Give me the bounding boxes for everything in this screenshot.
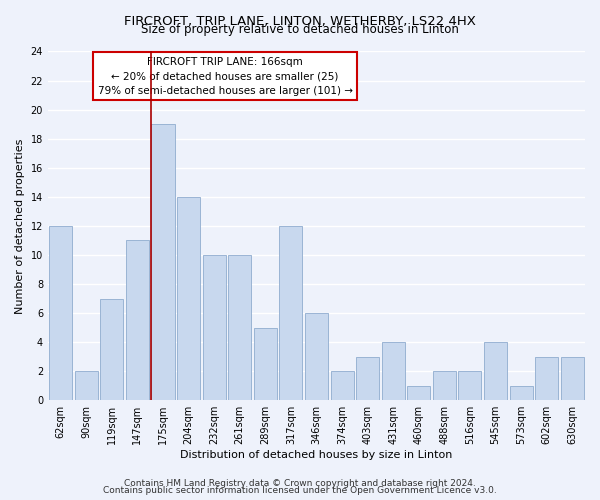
Bar bbox=[433, 371, 456, 400]
Bar bbox=[75, 371, 98, 400]
Bar bbox=[177, 197, 200, 400]
X-axis label: Distribution of detached houses by size in Linton: Distribution of detached houses by size … bbox=[180, 450, 452, 460]
Bar bbox=[49, 226, 72, 400]
Bar bbox=[535, 356, 558, 400]
Text: Contains HM Land Registry data © Crown copyright and database right 2024.: Contains HM Land Registry data © Crown c… bbox=[124, 478, 476, 488]
Bar bbox=[407, 386, 430, 400]
Text: Size of property relative to detached houses in Linton: Size of property relative to detached ho… bbox=[141, 22, 459, 36]
Bar bbox=[203, 255, 226, 400]
Bar bbox=[100, 298, 124, 400]
Bar bbox=[509, 386, 533, 400]
Bar bbox=[228, 255, 251, 400]
Bar bbox=[458, 371, 481, 400]
Bar bbox=[561, 356, 584, 400]
Y-axis label: Number of detached properties: Number of detached properties bbox=[15, 138, 25, 314]
Bar bbox=[484, 342, 507, 400]
Bar bbox=[126, 240, 149, 400]
Bar bbox=[382, 342, 404, 400]
Text: FIRCROFT TRIP LANE: 166sqm
← 20% of detached houses are smaller (25)
79% of semi: FIRCROFT TRIP LANE: 166sqm ← 20% of deta… bbox=[98, 56, 353, 96]
Bar bbox=[151, 124, 175, 400]
Bar bbox=[280, 226, 302, 400]
Bar bbox=[356, 356, 379, 400]
Text: Contains public sector information licensed under the Open Government Licence v3: Contains public sector information licen… bbox=[103, 486, 497, 495]
Bar bbox=[305, 313, 328, 400]
Bar bbox=[254, 328, 277, 400]
Text: FIRCROFT, TRIP LANE, LINTON, WETHERBY, LS22 4HX: FIRCROFT, TRIP LANE, LINTON, WETHERBY, L… bbox=[124, 15, 476, 28]
Bar bbox=[331, 371, 353, 400]
